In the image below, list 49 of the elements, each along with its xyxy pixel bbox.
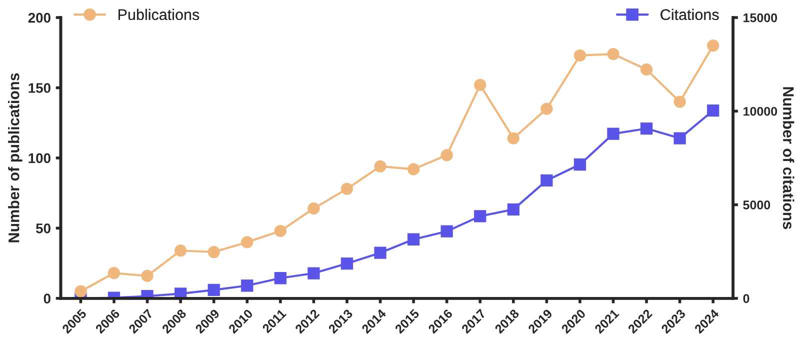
- y2-tick-label: 5000: [743, 200, 770, 210]
- y2-axis-title: Number of citations: [782, 87, 794, 230]
- point: [540, 174, 553, 186]
- point: [407, 233, 420, 246]
- y2-tick-label: 15000: [744, 13, 778, 22]
- y-tick-label: 150: [28, 83, 50, 93]
- point: [274, 224, 286, 238]
- point: [607, 128, 620, 140]
- point: [407, 163, 420, 176]
- point: [274, 272, 286, 284]
- point: [374, 246, 386, 259]
- point: [640, 122, 653, 135]
- point: [308, 202, 320, 215]
- point: [507, 203, 520, 216]
- point: [707, 40, 720, 52]
- point: [674, 132, 686, 144]
- point: [574, 49, 586, 62]
- point: [74, 285, 87, 298]
- point: [607, 48, 620, 60]
- point: [141, 270, 154, 282]
- y-tick-label: 50: [36, 223, 50, 234]
- point: [340, 257, 354, 270]
- y2-tick-label: 10000: [744, 106, 778, 116]
- point: [340, 182, 354, 195]
- y-axis-title: Number of publications: [8, 73, 22, 242]
- legend-label: Publications: [118, 8, 200, 20]
- y2-tick-label: 0: [743, 294, 750, 303]
- point: [241, 280, 254, 292]
- point: [640, 63, 653, 76]
- point: [574, 158, 586, 171]
- point: [674, 96, 686, 108]
- y-tick-label: 200: [28, 12, 50, 23]
- point: [540, 102, 553, 115]
- legend-label: Citations: [660, 8, 719, 20]
- y-tick-label: 0: [44, 294, 50, 304]
- point: [241, 236, 254, 248]
- point: [474, 78, 486, 92]
- point: [474, 210, 486, 222]
- point: [507, 132, 520, 144]
- point: [208, 246, 220, 258]
- point: [174, 244, 187, 257]
- point: [108, 267, 120, 280]
- point: [707, 104, 720, 117]
- point: [208, 284, 220, 296]
- point: [374, 160, 386, 172]
- point: [308, 267, 320, 280]
- point: [440, 149, 453, 162]
- y-tick-label: 100: [28, 153, 50, 164]
- point: [440, 225, 453, 238]
